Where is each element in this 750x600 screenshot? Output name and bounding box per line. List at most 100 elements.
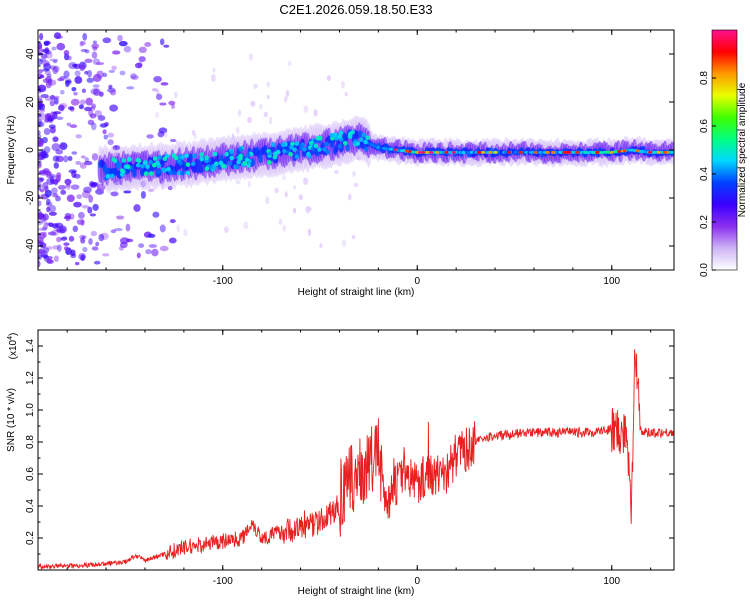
ridge-peak — [135, 157, 141, 163]
ridge-peak — [162, 156, 168, 162]
noise-blob — [140, 180, 146, 188]
ridge-peak — [212, 165, 217, 170]
spectrogram-marks — [38, 32, 674, 268]
noise-blob — [53, 162, 59, 169]
spectrogram-x-label: Height of straight line (km) — [298, 287, 415, 298]
noise-blob — [40, 53, 48, 59]
noise-blob — [123, 45, 132, 53]
noise-blob — [107, 132, 115, 138]
noise-blob — [57, 78, 65, 82]
ridge-peak — [533, 151, 538, 154]
noise-blob — [159, 102, 167, 106]
noise-blob — [102, 253, 110, 257]
spectrogram-panel: -100 0 100 -40 -20 0 20 40 Height of straight l… — [6, 29, 675, 298]
snr-frame — [37, 329, 675, 571]
noise-blob — [133, 204, 141, 212]
ridge-peak — [229, 150, 235, 155]
noise-blob — [69, 124, 78, 129]
ridge-peak — [244, 157, 250, 162]
noise-blob — [114, 227, 123, 232]
spectrogram-x-tick-label: -100 — [213, 276, 233, 287]
noise-blob — [92, 40, 97, 45]
noise-blob — [268, 116, 273, 125]
ridge-peak — [142, 160, 148, 165]
noise-blob — [75, 160, 82, 165]
ridge-peak — [111, 157, 116, 162]
ridge-peak — [204, 155, 209, 160]
noise-blob — [42, 168, 50, 173]
ridge-body — [194, 158, 199, 167]
colorbar-axes: 0.0 0.2 0.4 0.6 0.8 — [699, 29, 738, 277]
noise-blob — [66, 55, 72, 61]
ridge-peak — [306, 151, 311, 157]
noise-blob — [285, 89, 290, 98]
noise-blob — [59, 89, 65, 95]
ridge-peak — [518, 151, 523, 154]
ridge-peak — [151, 162, 157, 168]
colorbar-tick-label: 0.4 — [699, 167, 710, 181]
noise-blob — [86, 77, 94, 83]
noise-blob — [59, 102, 68, 109]
noise-blob — [98, 233, 105, 242]
noise-blob — [87, 206, 93, 214]
ridge-peak — [355, 141, 361, 146]
noise-blob — [43, 127, 51, 136]
ridge-peak — [317, 147, 322, 152]
snr-y-tick-label: 1.4 — [25, 339, 36, 353]
ridge-peak — [156, 169, 161, 175]
ridge-peak — [173, 155, 179, 161]
noise-blob — [67, 106, 75, 111]
noise-blob — [70, 249, 76, 257]
noise-blob — [60, 144, 66, 148]
ridge-peak — [121, 158, 127, 163]
noise-blob — [136, 252, 141, 259]
colorbar-frame — [711, 29, 738, 271]
snr-y-tick-label: 0.8 — [25, 435, 36, 449]
ridge-peak — [595, 151, 600, 154]
noise-blob — [111, 50, 121, 55]
noise-blob — [326, 75, 331, 82]
noise-blob — [110, 191, 119, 197]
noise-blob — [120, 237, 129, 244]
noise-blob — [341, 239, 347, 248]
ridge-peak — [238, 147, 244, 152]
noise-blob — [38, 118, 42, 126]
snr-axes: -100 0 100 0.2 0.4 0.6 0.8 1.0 1.2 1.4 — [25, 330, 674, 587]
noise-blob — [84, 58, 93, 63]
noise-blob — [176, 224, 180, 233]
noise-blob — [38, 130, 41, 136]
noise-blob — [78, 211, 85, 219]
noise-blob — [151, 248, 159, 257]
ridge-peak — [452, 151, 456, 154]
noise-blob — [103, 134, 108, 140]
noise-blob — [284, 96, 288, 103]
noise-blob — [43, 41, 50, 46]
noise-blob — [305, 205, 311, 214]
ridge-peak — [425, 151, 430, 154]
noise-blob — [48, 124, 56, 129]
ridge-peak — [282, 148, 287, 154]
noise-blob — [117, 34, 123, 42]
noise-blob — [60, 236, 68, 241]
ridge-peak — [488, 151, 493, 154]
spectrogram-y-tick-label: 40 — [25, 48, 36, 60]
colorbar-gradient — [712, 30, 737, 270]
noise-blob — [46, 198, 51, 205]
noise-blob — [87, 69, 93, 78]
ridge-peak — [550, 151, 555, 154]
noise-blob — [38, 248, 46, 255]
noise-blob — [159, 245, 169, 252]
noise-blob — [92, 203, 99, 211]
noise-blob — [91, 103, 96, 110]
noise-blob — [53, 65, 60, 73]
ridge-peak — [363, 139, 368, 145]
noise-blob — [39, 242, 47, 249]
noise-blob — [130, 73, 137, 80]
ridge-peak — [364, 146, 369, 152]
ridge-peak — [562, 151, 567, 154]
ridge-peak — [481, 151, 486, 154]
noise-blob — [250, 100, 256, 107]
noise-blob — [155, 93, 163, 100]
noise-blob — [266, 94, 270, 100]
noise-blob — [50, 94, 56, 101]
